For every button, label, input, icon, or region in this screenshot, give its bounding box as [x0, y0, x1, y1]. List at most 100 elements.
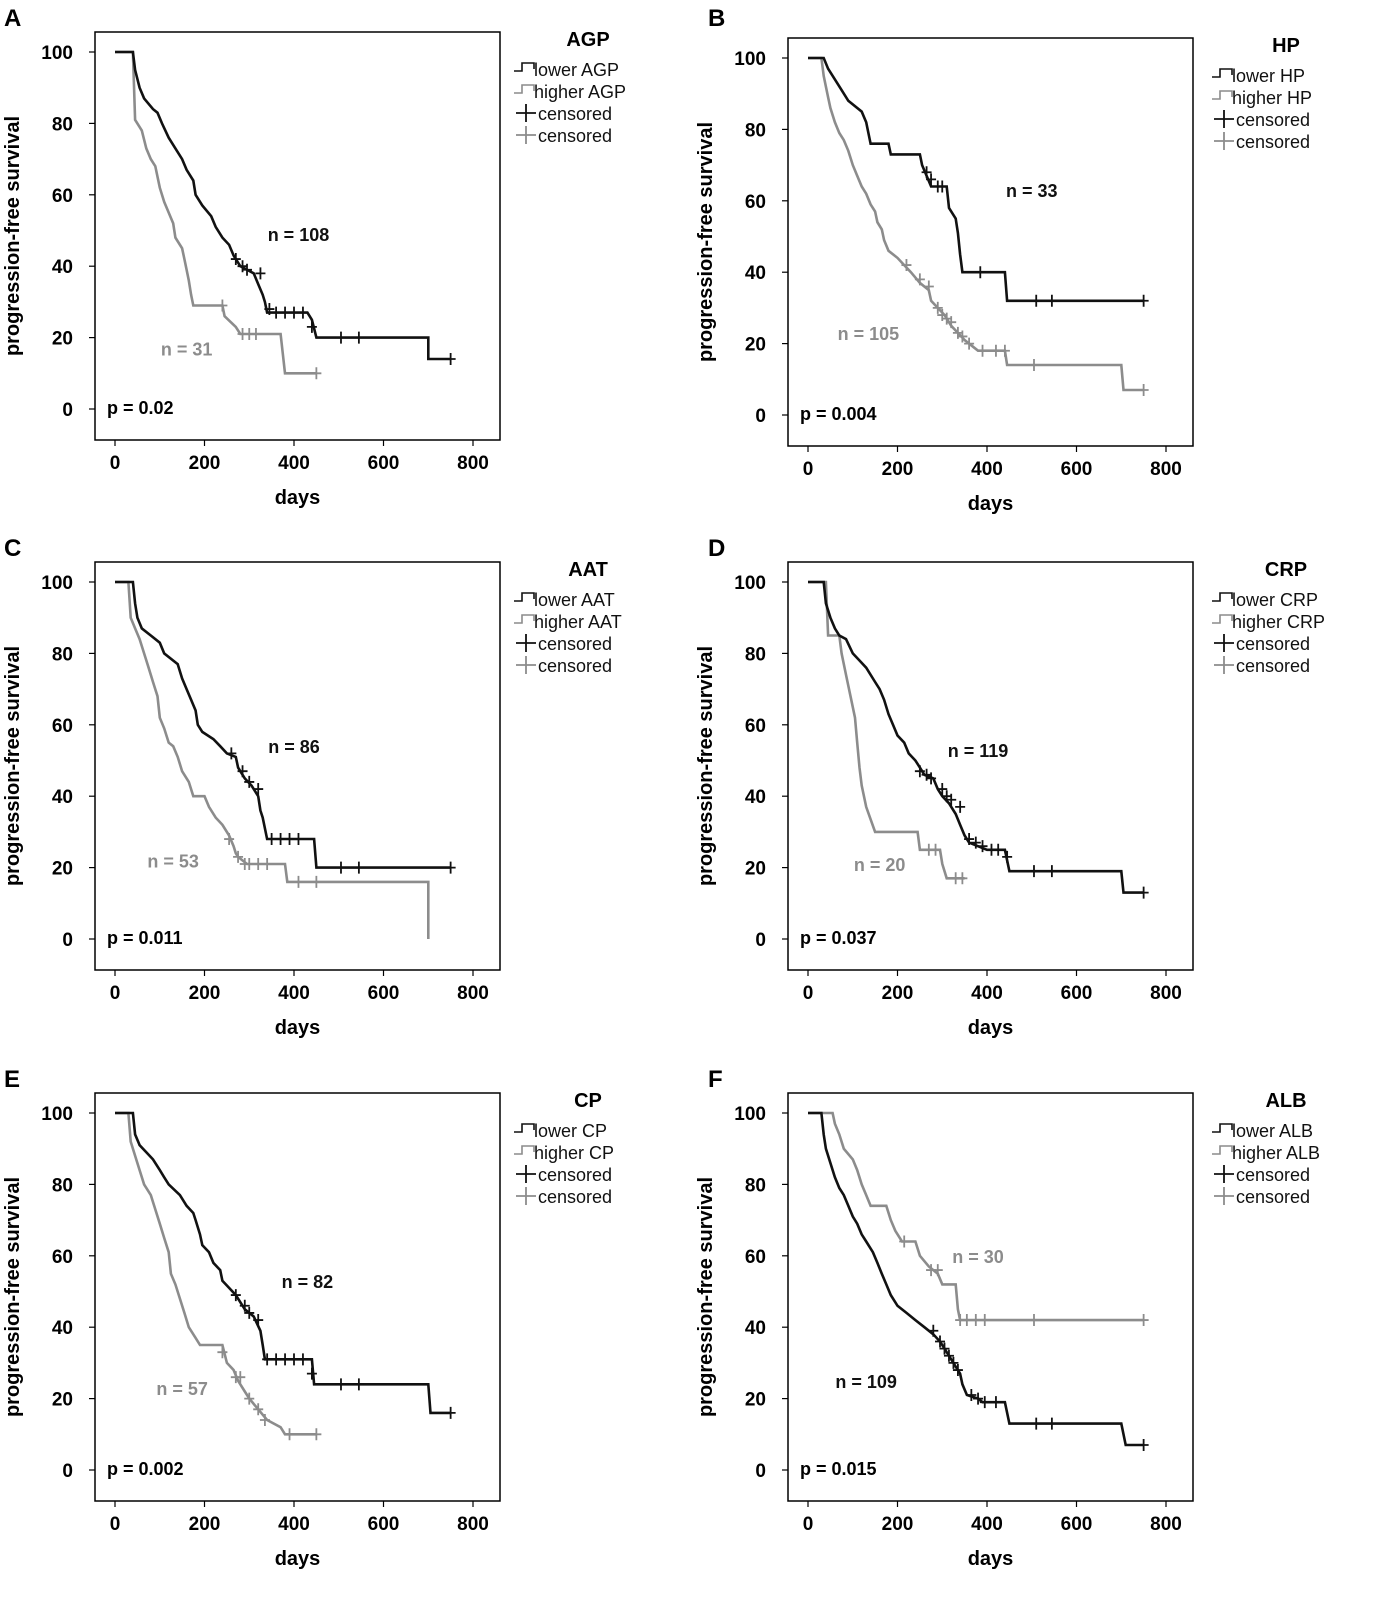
- x-tick-label: 600: [368, 983, 400, 1004]
- censored-mark: [1028, 865, 1039, 878]
- chart-panel-a: A 0 20 40 60 80 100 0 200 400 600 800 days progressio…: [2, 5, 626, 509]
- legend-label: censored: [538, 1187, 612, 1207]
- censored-mark: [226, 747, 237, 760]
- censored-mark: [306, 1367, 317, 1380]
- censored-mark: [311, 875, 322, 888]
- censored-mark: [237, 765, 248, 778]
- censored-mark: [1002, 850, 1013, 863]
- panel-label: D: [708, 535, 725, 562]
- y-tick-label: 60: [745, 716, 766, 737]
- x-axis-title: days: [968, 493, 1014, 515]
- y-tick-label: 0: [755, 406, 766, 427]
- km-curve-higher: [115, 580, 430, 939]
- censored-mark: [923, 280, 934, 293]
- y-tick-label: 20: [745, 859, 766, 880]
- n-label-lower: n = 86: [268, 737, 320, 757]
- x-tick-label: 600: [368, 453, 400, 474]
- legend-title: AAT: [568, 559, 608, 581]
- legend-censor-icon: [516, 656, 536, 674]
- x-tick-label: 0: [110, 453, 121, 474]
- x-tick-label: 200: [882, 1514, 914, 1535]
- censored-mark: [353, 861, 364, 874]
- censored-mark: [253, 1314, 264, 1327]
- p-value: p = 0.015: [800, 1459, 877, 1479]
- censored-mark: [244, 1306, 255, 1319]
- censored-mark: [970, 836, 981, 849]
- x-tick-label: 0: [803, 983, 814, 1004]
- x-tick-label: 800: [1150, 459, 1182, 480]
- legend-label: censored: [1236, 656, 1310, 676]
- chart-panel-d: D 0 20 40 60 80 100 0 200 400 600 800 days progressio…: [695, 535, 1325, 1039]
- y-tick-label: 40: [745, 787, 766, 808]
- y-tick-label: 100: [734, 1104, 766, 1125]
- censored-mark: [306, 320, 317, 333]
- censored-mark: [946, 793, 957, 806]
- y-tick-label: 80: [745, 1175, 766, 1196]
- x-tick-label: 200: [189, 983, 221, 1004]
- legend-label: censored: [1236, 1165, 1310, 1185]
- censored-mark: [979, 1314, 990, 1327]
- legend-label: lower CP: [534, 1121, 607, 1141]
- x-tick-label: 0: [803, 459, 814, 480]
- censored-mark: [353, 1378, 364, 1391]
- legend-title: ALB: [1265, 1090, 1306, 1112]
- legend-censor-icon: [1214, 1187, 1234, 1205]
- y-tick-label: 60: [745, 1247, 766, 1268]
- x-axis-title: days: [275, 487, 321, 509]
- y-tick-label: 0: [62, 930, 73, 951]
- y-tick-label: 40: [745, 1318, 766, 1339]
- x-tick-label: 0: [110, 1514, 121, 1535]
- legend-label: censored: [538, 656, 612, 676]
- plot-frame: [94, 561, 501, 971]
- censored-mark: [935, 1335, 946, 1348]
- censored-mark: [901, 259, 912, 272]
- censored-mark: [253, 1403, 264, 1416]
- censored-mark: [1046, 294, 1057, 307]
- legend-label: censored: [538, 126, 612, 146]
- y-tick-label: 60: [745, 192, 766, 213]
- censored-mark: [1031, 294, 1042, 307]
- panel-label: C: [4, 535, 21, 562]
- panel-label: B: [708, 5, 725, 32]
- y-tick-label: 60: [52, 1247, 73, 1268]
- n-label-lower: n = 82: [282, 1272, 334, 1292]
- legend-censor-icon: [516, 126, 536, 144]
- x-tick-label: 400: [971, 1514, 1003, 1535]
- km-curve-higher: [808, 56, 1144, 392]
- chart-panel-e: E 0 20 40 60 80 100 0 200 400 600 800 days progressio…: [2, 1066, 614, 1570]
- censored-mark: [233, 850, 244, 863]
- censored-mark: [899, 1235, 910, 1248]
- censored-mark: [973, 1392, 984, 1405]
- x-tick-label: 600: [1061, 983, 1093, 1004]
- x-tick-label: 400: [278, 983, 310, 1004]
- plot-frame: [94, 1092, 501, 1502]
- legend-step-icon: [1212, 90, 1233, 100]
- censored-mark: [445, 1406, 456, 1419]
- legend-label: lower HP: [1232, 66, 1305, 86]
- plot-frame: [787, 37, 1194, 447]
- censored-mark: [293, 833, 304, 846]
- censored-mark: [230, 1289, 241, 1302]
- censored-mark: [289, 306, 299, 319]
- legend-censor-icon: [516, 104, 536, 122]
- censored-mark: [966, 1389, 977, 1402]
- legend-title: AGP: [566, 29, 609, 51]
- censored-mark: [961, 1314, 972, 1327]
- legend-label: lower AGP: [534, 60, 619, 80]
- n-label-higher: n = 105: [838, 324, 900, 344]
- censored-mark: [1138, 294, 1149, 307]
- censored-mark: [939, 1342, 950, 1355]
- p-value: p = 0.011: [107, 928, 183, 948]
- legend-step-icon: [514, 1145, 535, 1155]
- x-tick-label: 800: [1150, 983, 1182, 1004]
- legend-title: CP: [574, 1090, 602, 1112]
- y-tick-label: 40: [745, 263, 766, 284]
- plot-frame: [94, 31, 501, 441]
- x-tick-label: 400: [971, 983, 1003, 1004]
- censored-mark: [250, 328, 261, 341]
- y-tick-label: 80: [745, 120, 766, 141]
- censored-mark: [271, 306, 282, 319]
- y-axis-title: progression-free survival: [2, 1177, 24, 1417]
- legend-title: CRP: [1265, 559, 1307, 581]
- y-axis-title: progression-free survival: [695, 122, 717, 362]
